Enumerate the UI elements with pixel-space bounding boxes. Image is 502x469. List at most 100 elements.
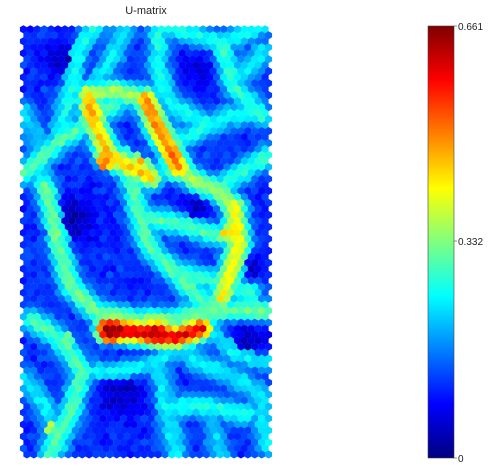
hex-cell <box>126 306 134 315</box>
hex-cell <box>113 55 121 64</box>
hex-cell <box>206 25 214 34</box>
hex-cell <box>265 43 273 52</box>
hex-cell <box>206 288 214 297</box>
hex-cell <box>88 324 97 333</box>
hex-cell <box>185 372 193 381</box>
hex-cell <box>175 115 183 124</box>
hex-cell <box>178 97 186 106</box>
hex-cell <box>227 444 235 453</box>
hex-cell <box>195 378 204 387</box>
hex-cell <box>192 324 200 333</box>
hex-cell <box>144 144 152 154</box>
hex-cell <box>223 115 231 124</box>
hex-cell <box>68 97 76 106</box>
hex-cell <box>199 49 207 58</box>
hex-cell <box>23 342 31 351</box>
hex-cell <box>254 312 262 321</box>
hex-cell <box>244 138 252 148</box>
hex-cell <box>137 444 145 453</box>
hex-cell <box>220 240 228 249</box>
hex-cell <box>164 168 172 178</box>
hex-cell <box>19 61 27 70</box>
hex-cell <box>30 222 38 231</box>
hex-cell <box>64 174 72 184</box>
hex-cell <box>247 109 255 118</box>
hex-cell <box>213 121 221 130</box>
hex-cell <box>199 408 207 417</box>
hex-cell <box>251 186 259 196</box>
hex-cell <box>199 288 207 297</box>
hex-cell <box>213 420 221 429</box>
hex-cell <box>140 438 148 447</box>
hex-cell <box>230 390 238 399</box>
hex-cell <box>175 270 183 279</box>
hex-cell <box>202 450 210 459</box>
hex-cell <box>64 330 72 339</box>
hex-cell <box>216 162 224 172</box>
hex-cell <box>137 61 145 70</box>
hex-cell <box>261 240 269 249</box>
hex-cell <box>206 168 214 178</box>
hex-cell <box>216 282 224 291</box>
hex-cell <box>171 444 179 453</box>
hex-cell <box>216 43 224 52</box>
hex-cell <box>106 162 114 172</box>
hex-cell <box>254 396 262 405</box>
hex-cell <box>140 138 148 148</box>
hex-cell <box>185 444 193 453</box>
hex-cell <box>213 228 221 237</box>
hex-cell <box>240 240 248 249</box>
hex-cell <box>189 174 197 184</box>
hex-cell <box>123 85 131 94</box>
hex-cell <box>140 186 148 196</box>
hex-cell <box>223 79 231 88</box>
hex-cell <box>99 186 107 196</box>
hex-cell <box>40 192 48 202</box>
hex-cell <box>144 408 152 417</box>
hex-cell <box>230 234 238 243</box>
hex-cell <box>126 210 134 219</box>
hex-cell <box>199 312 207 321</box>
hex-cell <box>244 198 252 207</box>
hex-cell <box>237 354 245 363</box>
hex-cell <box>189 234 197 243</box>
hex-cell <box>37 186 45 196</box>
hex-cell <box>265 79 273 88</box>
hex-cell <box>182 438 190 447</box>
hex-cell <box>116 204 124 213</box>
hex-cell <box>144 49 152 58</box>
hex-cell <box>92 402 100 411</box>
hex-cell <box>185 300 193 309</box>
hex-cell <box>99 294 107 303</box>
hex-cell <box>126 186 134 196</box>
hex-cell <box>209 127 217 136</box>
hex-cell <box>192 156 200 166</box>
hex-cell <box>206 336 214 345</box>
hex-cell <box>40 276 48 285</box>
hex-cell <box>192 168 200 178</box>
hex-cell <box>88 25 97 34</box>
hex-cell <box>102 276 110 285</box>
hex-cell <box>88 300 97 309</box>
hex-cell <box>37 438 45 447</box>
hex-cell <box>161 138 169 148</box>
hex-cell <box>144 37 152 46</box>
hex-cell <box>182 330 190 339</box>
hex-cell <box>227 396 235 405</box>
hex-cell <box>209 270 217 279</box>
hex-cell <box>130 156 138 166</box>
hex-cell <box>154 378 162 387</box>
hex-cell <box>168 43 176 52</box>
hex-cell <box>64 414 72 423</box>
hex-cell <box>223 91 231 100</box>
hex-cell <box>113 186 121 196</box>
hex-cell <box>120 378 128 387</box>
hex-cell <box>82 109 90 118</box>
hex-cell <box>195 402 204 411</box>
hex-cell <box>164 85 172 94</box>
hex-cell <box>265 174 273 184</box>
hex-cell <box>261 420 269 429</box>
hex-cell <box>51 294 59 303</box>
hex-cell <box>175 162 183 172</box>
hex-cell <box>61 85 69 94</box>
